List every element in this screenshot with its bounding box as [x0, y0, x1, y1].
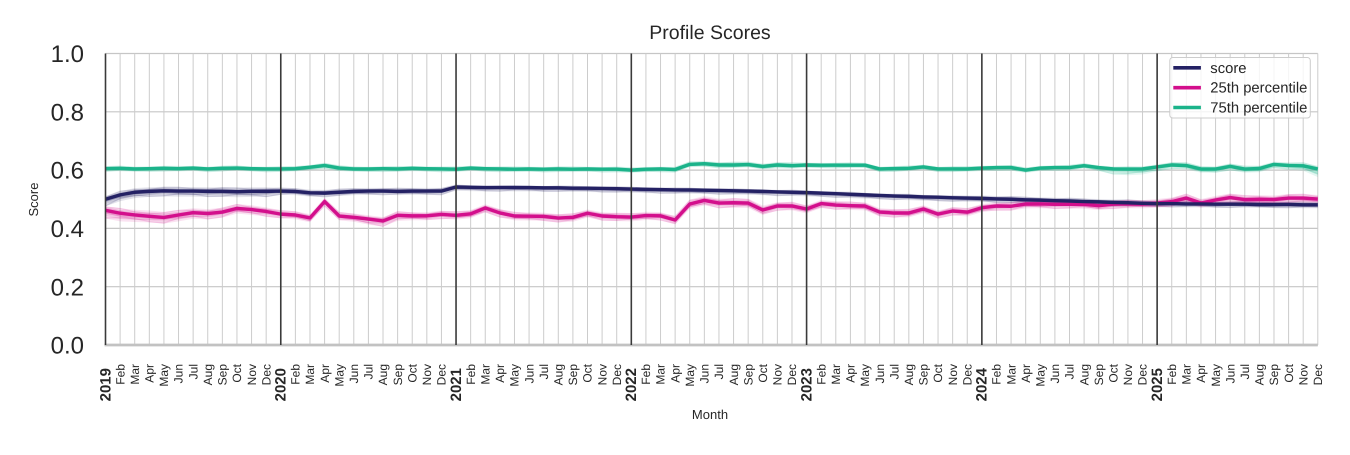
- svg-text:2022: 2022: [623, 368, 640, 401]
- svg-text:Oct: Oct: [230, 363, 244, 382]
- svg-text:May: May: [332, 364, 346, 387]
- svg-text:Dec: Dec: [435, 364, 449, 385]
- svg-text:2019: 2019: [97, 368, 114, 401]
- svg-text:Mar: Mar: [128, 364, 142, 385]
- svg-text:Mar: Mar: [303, 364, 317, 385]
- svg-text:0.0: 0.0: [51, 333, 84, 360]
- svg-text:Apr: Apr: [1194, 364, 1208, 383]
- svg-text:Dec: Dec: [785, 364, 799, 385]
- svg-text:2020: 2020: [273, 368, 290, 401]
- svg-text:Feb: Feb: [464, 364, 478, 385]
- svg-text:Month: Month: [692, 407, 728, 422]
- svg-text:Jun: Jun: [1048, 364, 1062, 383]
- svg-text:Jul: Jul: [712, 364, 726, 379]
- svg-text:Aug: Aug: [551, 364, 565, 385]
- svg-text:Feb: Feb: [814, 364, 828, 385]
- svg-text:Jun: Jun: [1223, 364, 1237, 383]
- svg-text:Feb: Feb: [990, 364, 1004, 385]
- svg-text:Score: Score: [26, 183, 41, 217]
- svg-text:Aug: Aug: [1077, 364, 1091, 385]
- svg-text:2023: 2023: [798, 368, 815, 401]
- svg-text:Jun: Jun: [873, 364, 887, 383]
- svg-text:Dec: Dec: [960, 364, 974, 385]
- svg-text:Profile Scores: Profile Scores: [649, 22, 771, 44]
- svg-text:Feb: Feb: [1165, 364, 1179, 385]
- svg-text:75th percentile: 75th percentile: [1210, 101, 1307, 117]
- svg-text:May: May: [683, 364, 697, 387]
- svg-text:Dec: Dec: [610, 364, 624, 385]
- svg-text:Apr: Apr: [1019, 364, 1033, 383]
- svg-text:Jun: Jun: [522, 364, 536, 383]
- svg-text:Apr: Apr: [668, 364, 682, 383]
- svg-text:Mar: Mar: [829, 364, 843, 385]
- svg-text:May: May: [1033, 364, 1047, 387]
- svg-text:Oct: Oct: [581, 363, 595, 382]
- svg-text:Jun: Jun: [347, 364, 361, 383]
- svg-text:Mar: Mar: [654, 364, 668, 385]
- svg-text:Nov: Nov: [245, 364, 259, 385]
- svg-text:Oct: Oct: [756, 363, 770, 382]
- svg-text:Feb: Feb: [289, 364, 303, 385]
- svg-text:Apr: Apr: [318, 364, 332, 383]
- svg-text:Oct: Oct: [1107, 363, 1121, 382]
- svg-text:Jul: Jul: [186, 364, 200, 379]
- svg-text:2021: 2021: [448, 368, 465, 401]
- svg-text:Aug: Aug: [902, 364, 916, 385]
- svg-text:Jun: Jun: [698, 364, 712, 383]
- svg-text:0.2: 0.2: [51, 274, 84, 301]
- svg-text:Nov: Nov: [420, 364, 434, 385]
- svg-text:1.0: 1.0: [51, 41, 84, 68]
- svg-text:25th percentile: 25th percentile: [1210, 81, 1307, 97]
- svg-text:Oct: Oct: [405, 363, 419, 382]
- svg-text:Dec: Dec: [259, 364, 273, 385]
- svg-text:Jun: Jun: [172, 364, 186, 383]
- svg-text:Sep: Sep: [216, 364, 230, 386]
- svg-text:score: score: [1210, 61, 1246, 77]
- svg-text:Aug: Aug: [1253, 364, 1267, 385]
- svg-text:Aug: Aug: [201, 364, 215, 385]
- svg-text:Sep: Sep: [741, 364, 755, 386]
- svg-text:May: May: [1209, 364, 1223, 387]
- svg-text:Aug: Aug: [376, 364, 390, 385]
- svg-text:Sep: Sep: [1267, 364, 1281, 386]
- svg-text:Sep: Sep: [1092, 364, 1106, 386]
- svg-text:Apr: Apr: [493, 364, 507, 383]
- svg-text:Nov: Nov: [595, 364, 609, 385]
- svg-text:Nov: Nov: [1121, 364, 1135, 385]
- svg-text:Aug: Aug: [727, 364, 741, 385]
- svg-text:Oct: Oct: [931, 363, 945, 382]
- svg-text:Apr: Apr: [844, 364, 858, 383]
- svg-text:Nov: Nov: [771, 364, 785, 385]
- svg-text:Dec: Dec: [1311, 364, 1325, 385]
- svg-text:0.4: 0.4: [51, 216, 84, 243]
- svg-text:Jul: Jul: [362, 364, 376, 379]
- svg-text:May: May: [157, 364, 171, 387]
- svg-text:0.8: 0.8: [51, 99, 84, 126]
- svg-text:Jul: Jul: [1238, 364, 1252, 379]
- svg-text:Sep: Sep: [566, 364, 580, 386]
- svg-text:May: May: [858, 364, 872, 387]
- svg-text:Dec: Dec: [1136, 364, 1150, 385]
- svg-text:Mar: Mar: [1180, 364, 1194, 385]
- svg-text:Feb: Feb: [639, 364, 653, 385]
- svg-text:Jul: Jul: [537, 364, 551, 379]
- svg-text:Mar: Mar: [478, 364, 492, 385]
- svg-text:Feb: Feb: [113, 364, 127, 385]
- svg-text:2025: 2025: [1149, 368, 1166, 401]
- svg-text:Jul: Jul: [887, 364, 901, 379]
- svg-text:Oct: Oct: [1282, 363, 1296, 382]
- svg-text:Mar: Mar: [1004, 364, 1018, 385]
- svg-text:Nov: Nov: [1296, 364, 1310, 385]
- svg-text:Jul: Jul: [1063, 364, 1077, 379]
- svg-text:Nov: Nov: [946, 364, 960, 385]
- svg-text:May: May: [508, 364, 522, 387]
- svg-text:Sep: Sep: [391, 364, 405, 386]
- svg-text:2024: 2024: [974, 367, 991, 401]
- svg-text:Apr: Apr: [143, 364, 157, 383]
- svg-text:Sep: Sep: [917, 364, 931, 386]
- svg-text:0.6: 0.6: [51, 158, 84, 185]
